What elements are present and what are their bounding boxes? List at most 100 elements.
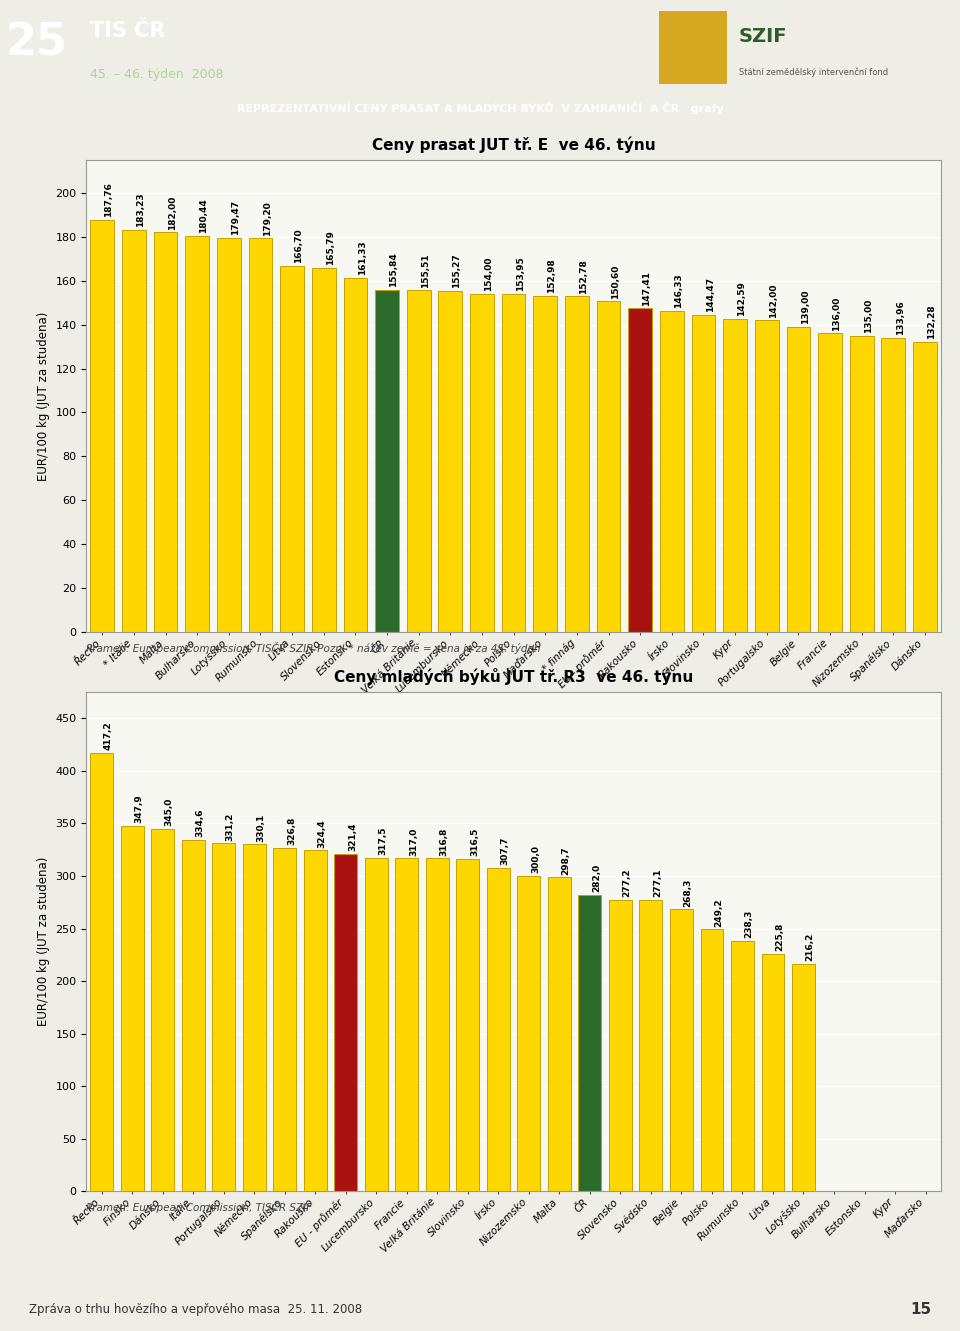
Text: 139,00: 139,00 <box>801 290 809 325</box>
Bar <box>344 278 368 632</box>
Text: 161,33: 161,33 <box>357 241 367 276</box>
Text: 298,7: 298,7 <box>562 847 570 874</box>
Text: Pramen: European Commission, TISČR SZIF: Pramen: European Commission, TISČR SZIF <box>86 1201 313 1214</box>
Text: 132,28: 132,28 <box>927 305 936 339</box>
Text: 417,2: 417,2 <box>104 721 112 751</box>
Text: 182,00: 182,00 <box>168 196 177 230</box>
Text: 316,8: 316,8 <box>440 828 448 856</box>
Bar <box>792 964 815 1191</box>
Text: 147,41: 147,41 <box>642 270 652 306</box>
Bar <box>579 894 601 1191</box>
Text: 330,1: 330,1 <box>256 813 265 841</box>
Text: TIS ČR: TIS ČR <box>90 21 165 41</box>
Bar <box>456 858 479 1191</box>
Bar <box>881 338 905 632</box>
Bar <box>487 868 510 1191</box>
Text: 300,0: 300,0 <box>531 845 540 873</box>
Bar <box>181 840 204 1191</box>
Text: REPREZENTATIVNÍ CENY PRASAT A MLADÝCH BÝKŮ  V ZAHRANIČÍ  A ČR   grafy: REPREZENTATIVNÍ CENY PRASAT A MLADÝCH BÝ… <box>236 101 724 114</box>
Bar <box>660 310 684 632</box>
Text: 15: 15 <box>910 1302 931 1318</box>
Bar <box>565 297 588 632</box>
Text: 183,23: 183,23 <box>136 192 145 226</box>
Text: 187,76: 187,76 <box>105 182 113 217</box>
Bar <box>212 844 235 1191</box>
Bar <box>723 319 747 632</box>
Text: 347,9: 347,9 <box>134 795 143 823</box>
Title: Ceny mladých býků JUT tř. R3  ve 46. týnu: Ceny mladých býků JUT tř. R3 ve 46. týnu <box>334 668 693 685</box>
Text: 154,00: 154,00 <box>484 257 493 291</box>
Bar <box>365 857 388 1191</box>
Bar <box>670 909 693 1191</box>
Bar <box>913 342 937 632</box>
Text: 331,2: 331,2 <box>226 812 235 841</box>
Bar <box>534 295 557 632</box>
Bar <box>818 333 842 632</box>
Text: 316,5: 316,5 <box>470 828 479 856</box>
Text: 142,59: 142,59 <box>737 281 746 317</box>
Bar <box>375 290 399 632</box>
Text: 282,0: 282,0 <box>592 864 601 892</box>
Title: Ceny prasat JUT tř. E  ve 46. týnu: Ceny prasat JUT tř. E ve 46. týnu <box>372 137 656 153</box>
Bar <box>274 848 297 1191</box>
Y-axis label: EUR/100 kg (JUT za studena): EUR/100 kg (JUT za studena) <box>37 857 50 1026</box>
Bar <box>439 291 462 632</box>
Text: 277,2: 277,2 <box>622 869 632 897</box>
Text: 180,44: 180,44 <box>200 198 208 233</box>
Text: 321,4: 321,4 <box>348 823 357 851</box>
Text: 317,5: 317,5 <box>378 827 388 855</box>
Bar <box>90 753 113 1191</box>
Bar <box>249 238 273 632</box>
Text: 155,84: 155,84 <box>389 253 398 287</box>
Bar <box>121 825 144 1191</box>
Bar <box>731 941 754 1191</box>
Text: Státní zemědělský intervenční fond: Státní zemědělský intervenční fond <box>739 67 888 77</box>
Bar <box>154 232 178 632</box>
Text: 179,47: 179,47 <box>231 200 240 236</box>
Bar <box>639 900 662 1191</box>
Text: 152,78: 152,78 <box>579 260 588 294</box>
Bar <box>761 954 784 1191</box>
Text: Pramen: European Commission, TISČR SZIF, Pozn. * název země = cena je za 45. týd: Pramen: European Commission, TISČR SZIF,… <box>86 642 540 655</box>
Bar <box>243 844 266 1191</box>
Text: 144,47: 144,47 <box>706 277 714 311</box>
Text: 307,7: 307,7 <box>500 837 510 865</box>
Bar <box>609 900 632 1191</box>
Text: 155,51: 155,51 <box>420 253 430 287</box>
Bar <box>850 335 874 632</box>
Text: 166,70: 166,70 <box>295 229 303 264</box>
Bar <box>122 229 146 632</box>
Bar <box>502 294 525 632</box>
Bar <box>597 301 620 632</box>
Text: 334,6: 334,6 <box>195 808 204 837</box>
Text: SZIF: SZIF <box>739 27 787 45</box>
Bar <box>426 858 448 1191</box>
Bar <box>407 290 430 632</box>
Bar <box>628 309 652 632</box>
Text: Zpráva o trhu hovězího a vepřového masa  25. 11. 2008: Zpráva o trhu hovězího a vepřového masa … <box>29 1303 362 1316</box>
Bar <box>701 929 724 1191</box>
Bar <box>303 851 326 1191</box>
Bar <box>152 829 174 1191</box>
Text: 165,79: 165,79 <box>326 230 335 265</box>
Y-axis label: EUR/100 kg (JUT za studena): EUR/100 kg (JUT za studena) <box>37 311 50 480</box>
Text: 277,1: 277,1 <box>653 869 662 897</box>
Bar <box>396 858 419 1191</box>
Bar <box>691 314 715 632</box>
Text: 216,2: 216,2 <box>805 933 815 961</box>
Text: 317,0: 317,0 <box>409 827 418 856</box>
Bar <box>548 877 571 1191</box>
Text: 225,8: 225,8 <box>775 922 784 952</box>
Text: 345,0: 345,0 <box>165 797 174 827</box>
Text: 326,8: 326,8 <box>287 817 296 845</box>
Bar <box>470 294 493 632</box>
Text: 152,98: 152,98 <box>547 258 557 293</box>
Bar <box>312 268 336 632</box>
Text: 136,00: 136,00 <box>832 297 841 330</box>
Text: 133,96: 133,96 <box>896 301 904 335</box>
Text: 25: 25 <box>5 21 67 65</box>
Text: 238,3: 238,3 <box>745 910 754 938</box>
Bar <box>90 220 114 632</box>
Text: 324,4: 324,4 <box>318 819 326 848</box>
Text: 142,00: 142,00 <box>769 284 778 318</box>
